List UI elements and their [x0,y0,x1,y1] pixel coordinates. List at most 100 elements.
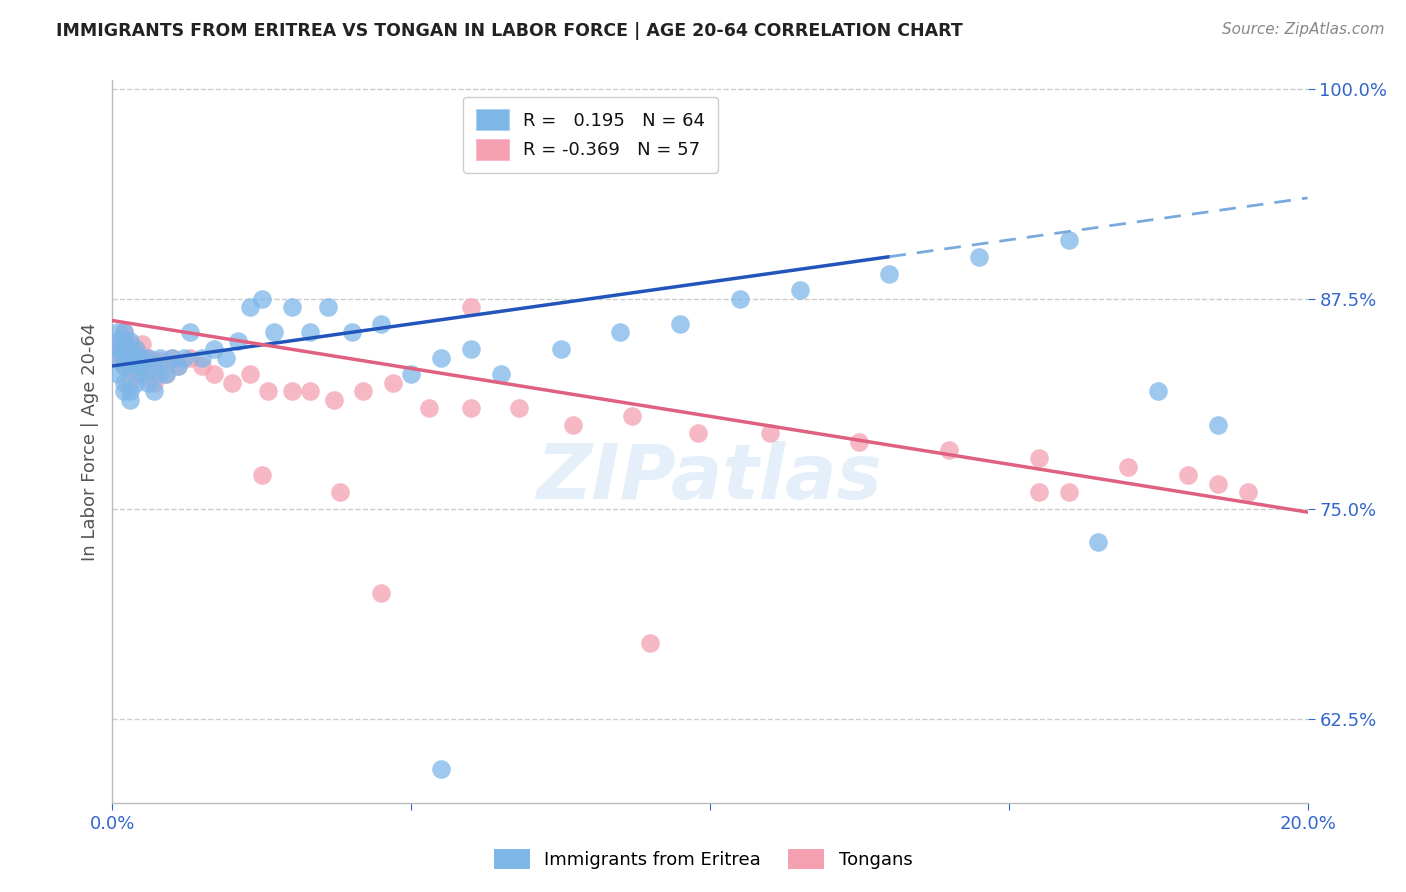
Point [226,334,249,348]
Point [353,384,375,398]
Point [329,485,352,500]
Point [138,368,160,382]
Point [1206,476,1229,491]
Point [322,392,344,407]
Legend: Immigrants from Eritrea, Tongans: Immigrants from Eritrea, Tongans [485,839,921,879]
Point [131,368,153,382]
Point [191,359,214,373]
Point [155,368,177,382]
Point [789,283,811,297]
Point [149,351,172,365]
Point [125,368,148,382]
Point [202,368,225,382]
Point [149,368,172,382]
Point [138,351,160,365]
Point [125,342,148,356]
Point [967,250,990,264]
Point [167,359,190,373]
Point [143,359,166,373]
Point [120,334,142,348]
Point [143,376,166,390]
Point [179,351,201,365]
Point [418,401,440,415]
Point [107,334,129,348]
Point [460,300,482,314]
Point [120,351,142,365]
Point [221,376,243,390]
Point [125,342,148,356]
Point [460,401,482,415]
Point [561,417,583,432]
Point [257,384,280,398]
Point [609,326,631,340]
Point [640,636,662,650]
Point [281,384,304,398]
Point [298,326,321,340]
Point [728,292,751,306]
Point [1028,485,1050,500]
Text: ZIPatlas: ZIPatlas [537,441,883,515]
Point [131,337,153,351]
Point [125,351,148,365]
Point [688,426,710,441]
Text: Source: ZipAtlas.com: Source: ZipAtlas.com [1222,22,1385,37]
Point [125,359,148,373]
Point [143,354,166,368]
Point [370,317,392,331]
Point [202,342,225,356]
Point [114,326,135,340]
Point [1087,535,1109,549]
Point [114,351,135,365]
Point [298,384,321,398]
Point [401,368,423,382]
Point [114,334,135,348]
Point [250,468,273,483]
Point [370,586,392,600]
Point [107,326,129,340]
Point [107,351,129,365]
Point [114,351,135,365]
Legend: R =   0.195   N = 64, R = -0.369   N = 57: R = 0.195 N = 64, R = -0.369 N = 57 [464,96,717,172]
Point [120,337,142,351]
Point [621,409,644,424]
Point [340,326,363,340]
Point [143,384,166,398]
Point [179,326,201,340]
Point [114,334,135,348]
Text: IMMIGRANTS FROM ERITREA VS TONGAN IN LABOR FORCE | AGE 20-64 CORRELATION CHART: IMMIGRANTS FROM ERITREA VS TONGAN IN LAB… [56,22,963,40]
Point [131,359,153,373]
Point [107,334,129,348]
Point [848,434,870,449]
Point [107,342,129,356]
Point [460,342,482,356]
Point [114,359,135,373]
Point [131,359,153,373]
Y-axis label: In Labor Force | Age 20-64: In Labor Force | Age 20-64 [80,322,98,561]
Point [1206,417,1229,432]
Point [879,267,901,281]
Point [1237,485,1260,500]
Point [239,300,262,314]
Point [114,326,135,340]
Point [114,359,135,373]
Point [316,300,339,314]
Point [430,351,453,365]
Point [120,347,142,361]
Point [1118,459,1140,474]
Point [107,351,129,365]
Point [107,368,129,382]
Point [149,354,172,368]
Point [107,342,129,356]
Point [430,762,453,776]
Point [120,392,142,407]
Point [120,384,142,398]
Point [120,342,142,356]
Point [125,376,148,390]
Point [120,359,142,373]
Point [669,317,692,331]
Point [938,442,960,457]
Point [263,326,285,340]
Point [215,351,238,365]
Point [167,359,190,373]
Point [191,351,214,365]
